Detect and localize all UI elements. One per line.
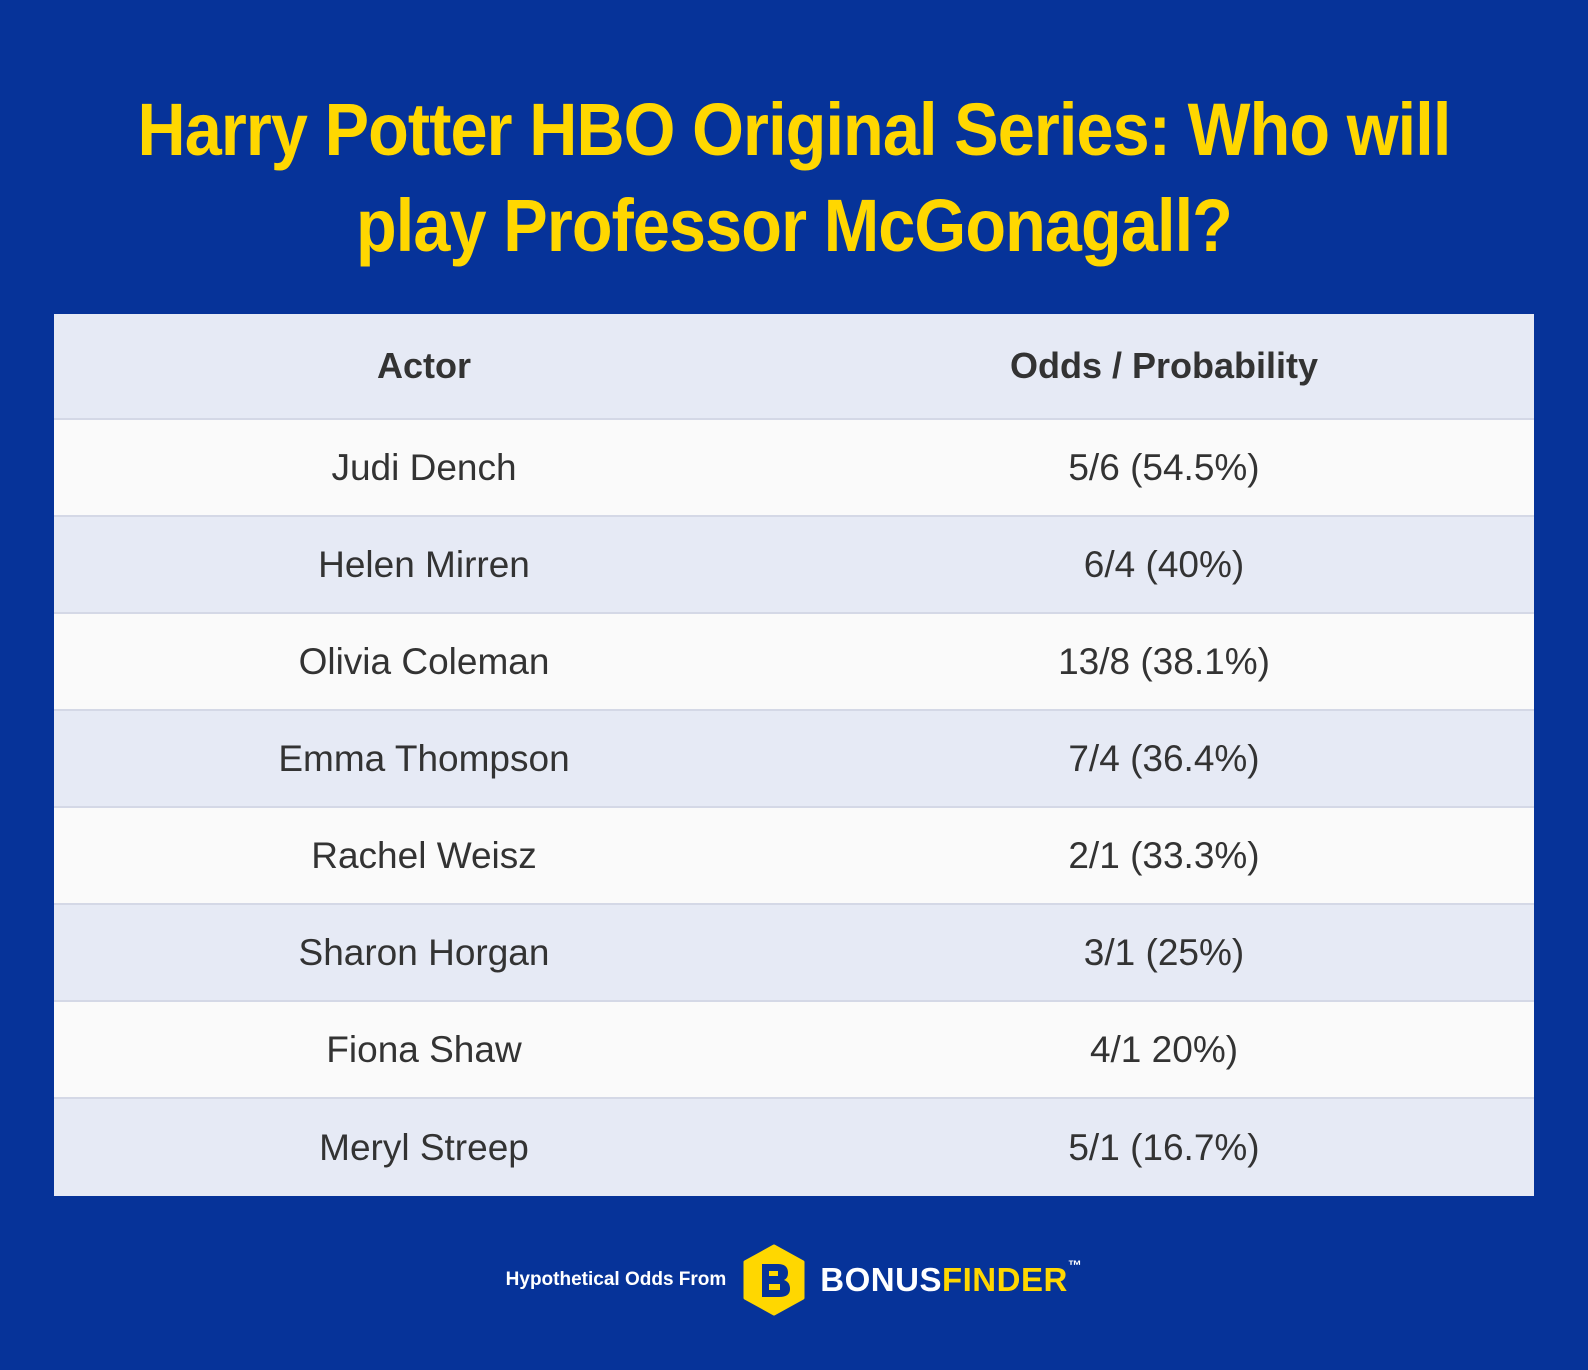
actor-cell: Sharon Horgan bbox=[298, 931, 550, 973]
odds-cell: 4/1 20%) bbox=[1089, 1028, 1239, 1070]
brand-finder-text: FINDER bbox=[941, 1261, 1068, 1298]
odds-table: Actor Odds / Probability Judi Dench 5/6 … bbox=[54, 314, 1534, 1196]
table-header-row: Actor Odds / Probability bbox=[54, 314, 1534, 420]
table-row: Helen Mirren 6/4 (40%) bbox=[54, 517, 1534, 614]
table-row: Sharon Horgan 3/1 (25%) bbox=[54, 905, 1534, 1002]
column-header-actor: Actor bbox=[376, 345, 471, 386]
actor-cell: Meryl Streep bbox=[319, 1126, 529, 1168]
brand-bonus-text: BONUS bbox=[820, 1261, 942, 1298]
page-title: Harry Potter HBO Original Series: Who wi… bbox=[137, 88, 1452, 267]
odds-cell: 13/8 (38.1%) bbox=[1058, 640, 1270, 682]
actor-cell: Judi Dench bbox=[331, 446, 517, 488]
table-row: Judi Dench 5/6 (54.5%) bbox=[54, 420, 1534, 517]
bonusfinder-brand: BONUSFINDER™ bbox=[820, 1257, 1082, 1299]
footer-attribution-text: Hypothetical Odds From bbox=[505, 1269, 727, 1290]
actor-cell: Helen Mirren bbox=[318, 543, 530, 585]
odds-cell: 2/1 (33.3%) bbox=[1068, 834, 1260, 876]
footer: Hypothetical Odds From BONUSFINDER™ bbox=[0, 1244, 1588, 1316]
actor-cell: Emma Thompson bbox=[278, 737, 570, 779]
column-header-odds: Odds / Probability bbox=[1009, 345, 1319, 386]
bonusfinder-logo-icon bbox=[743, 1244, 805, 1316]
table-row: Emma Thompson 7/4 (36.4%) bbox=[54, 711, 1534, 808]
table-row: Fiona Shaw 4/1 20%) bbox=[54, 1002, 1534, 1099]
trademark-symbol: ™ bbox=[1067, 1257, 1083, 1273]
odds-cell: 6/4 (40%) bbox=[1083, 543, 1245, 585]
odds-cell: 5/6 (54.5%) bbox=[1068, 446, 1260, 488]
odds-cell: 3/1 (25%) bbox=[1083, 931, 1245, 973]
actor-cell: Fiona Shaw bbox=[326, 1028, 522, 1070]
odds-cell: 5/1 (16.7%) bbox=[1068, 1126, 1260, 1168]
odds-cell: 7/4 (36.4%) bbox=[1068, 737, 1260, 779]
table-row: Olivia Coleman 13/8 (38.1%) bbox=[54, 614, 1534, 711]
actor-cell: Olivia Coleman bbox=[298, 640, 550, 682]
table-row: Rachel Weisz 2/1 (33.3%) bbox=[54, 808, 1534, 905]
actor-cell: Rachel Weisz bbox=[311, 834, 537, 876]
table-row: Meryl Streep 5/1 (16.7%) bbox=[54, 1099, 1534, 1196]
